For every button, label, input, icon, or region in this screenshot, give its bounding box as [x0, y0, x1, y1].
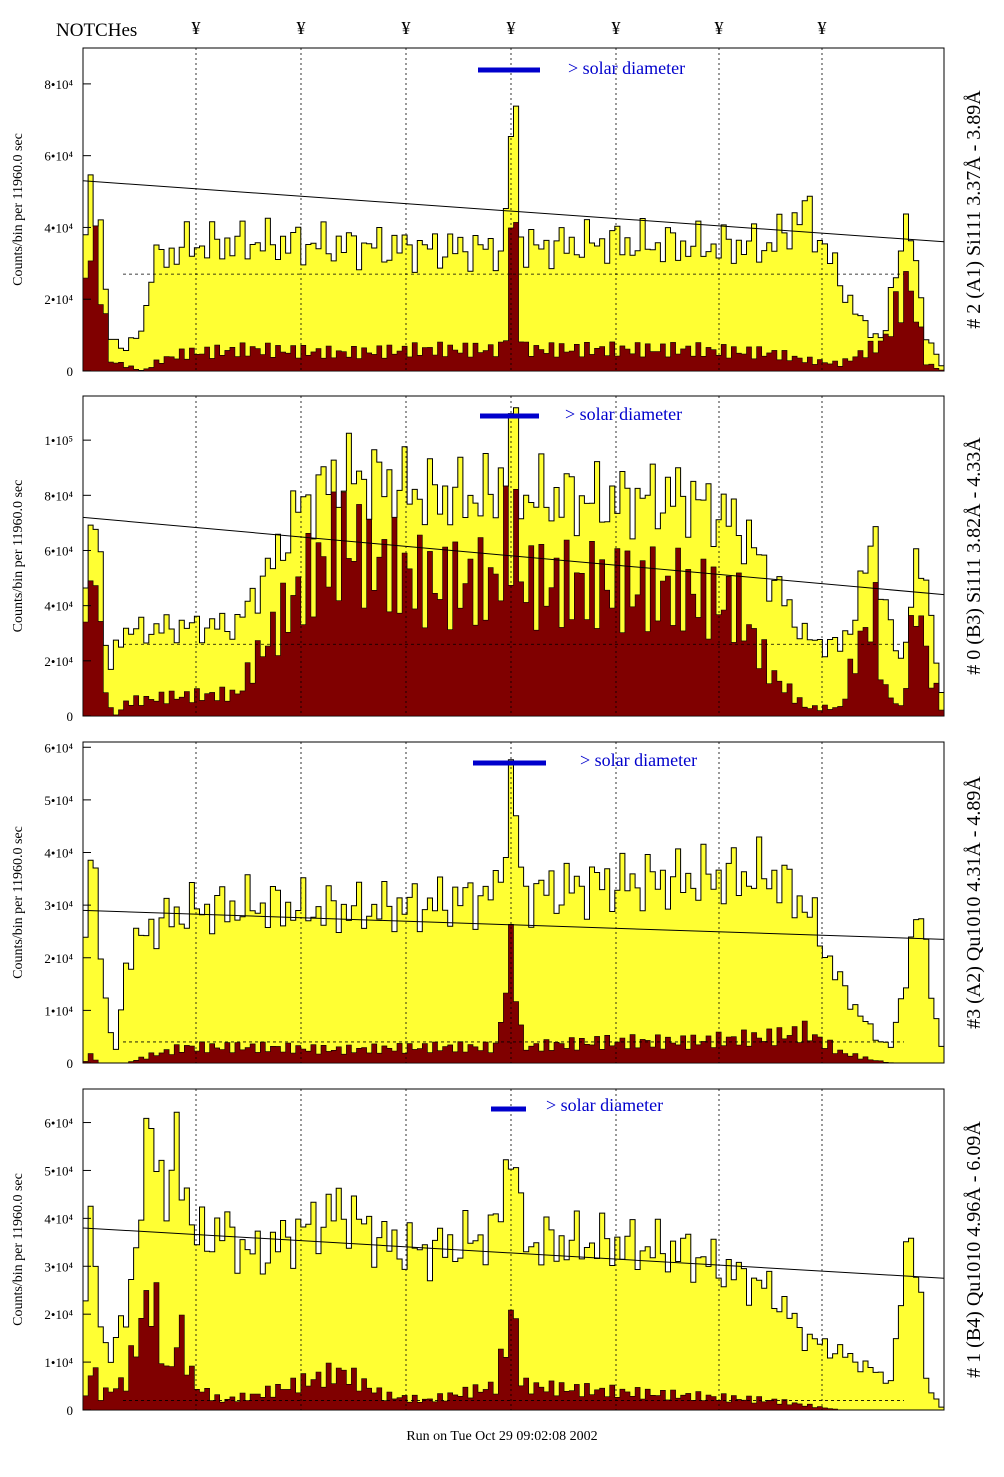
panel-2: 0 1•10⁴ 2•10⁴ 3•10⁴ 4•10⁴ 5•10⁴ 6•10⁴ Counts/bi… — [11, 740, 985, 1071]
y-tick-label: 5•10⁴ — [44, 793, 73, 808]
solar-diameter-legend: > solar diameter — [546, 1095, 663, 1115]
notch-marker: ¥ — [506, 18, 516, 38]
y-tick-label: 4•10⁴ — [44, 599, 73, 614]
fit-line — [82, 180, 945, 243]
panel-0: 0 2•10⁴ 4•10⁴ 6•10⁴ 8•10⁴ Counts/bin per 1196… — [11, 47, 985, 379]
y-axis-label: Counts/bin per 11960.0 sec — [11, 480, 26, 633]
y-tick-label: 2•10⁴ — [44, 654, 73, 669]
notch-marker: ¥ — [817, 18, 827, 38]
y-tick-label: 3•10⁴ — [44, 1259, 73, 1274]
envelope-histogram — [82, 1111, 945, 1411]
notches-title: NOTCHes — [56, 20, 138, 41]
y-tick-label: 6•10⁴ — [44, 740, 73, 755]
y-tick-label: 1•10⁴ — [44, 1355, 73, 1370]
y-tick-label: 0 — [67, 1056, 74, 1071]
panel-title: #3 (A2) Qu1010 4.31Å - 4.89Å — [963, 776, 985, 1029]
y-tick-label: 8•10⁴ — [44, 77, 73, 92]
y-tick-label: 4•10⁴ — [44, 220, 73, 235]
y-tick-label: 0 — [67, 1403, 74, 1418]
y-tick-label: 8•10⁴ — [44, 488, 73, 503]
panel-title: # 0 (B3) Si111 3.82Å - 4.33Å — [963, 437, 985, 675]
signal-histogram — [82, 923, 944, 1064]
notch-marker: ¥ — [191, 18, 201, 38]
y-tick-label: 6•10⁴ — [44, 543, 73, 558]
y-tick-label: 2•10⁴ — [44, 1307, 73, 1322]
panel-1: 0 2•10⁴ 4•10⁴ 6•10⁴ 8•10⁴ 1•10⁵ Counts/bin per… — [11, 395, 985, 724]
y-tick-label: 5•10⁴ — [44, 1163, 73, 1178]
y-axis-label: Counts/bin per 11960.0 sec — [11, 1173, 26, 1326]
y-tick-label: 0 — [67, 709, 74, 724]
notch-marker: ¥ — [714, 18, 724, 38]
solar-diameter-legend: > solar diameter — [565, 404, 682, 424]
y-tick-label: 0 — [67, 364, 74, 379]
y-tick-label: 2•10⁴ — [44, 292, 73, 307]
y-tick-label: 4•10⁴ — [44, 1211, 73, 1226]
y-tick-label: 1•10⁵ — [44, 433, 73, 448]
fit-line — [82, 516, 945, 596]
y-tick-label: 1•10⁴ — [44, 1003, 73, 1018]
y-tick-label: 6•10⁴ — [44, 1116, 73, 1131]
fit-line — [82, 909, 945, 940]
panel-title: # 1 (B4) Qu1010 4.96Å - 6.09Å — [963, 1121, 985, 1378]
envelope-histogram — [82, 759, 945, 1064]
y-axis-label: Counts/bin per 11960.0 sec — [11, 826, 26, 979]
solar-diameter-legend: > solar diameter — [568, 58, 685, 78]
y-tick-label: 6•10⁴ — [44, 149, 73, 164]
y-tick-label: 2•10⁴ — [44, 951, 73, 966]
notch-marker: ¥ — [296, 18, 306, 38]
fit-line — [82, 1227, 945, 1279]
y-tick-label: 3•10⁴ — [44, 898, 73, 913]
panel-title: # 2 (A1) Si111 3.37Å - 3.89Å — [963, 90, 985, 329]
panel-3: 0 1•10⁴ 2•10⁴ 3•10⁴ 4•10⁴ 5•10⁴ 6•10⁴ Counts/bi… — [11, 1088, 985, 1418]
solar-diameter-legend: > solar diameter — [580, 750, 697, 770]
y-tick-label: 4•10⁴ — [44, 846, 73, 861]
notch-marker: ¥ — [401, 18, 411, 38]
notch-marker: ¥ — [611, 18, 621, 38]
signal-histogram — [82, 1282, 944, 1411]
signal-histogram — [82, 222, 945, 372]
run-timestamp: Run on Tue Oct 29 09:02:08 2002 — [406, 1429, 598, 1444]
signal-histogram — [82, 485, 945, 717]
y-axis-label: Counts/bin per 11960.0 sec — [11, 133, 26, 286]
